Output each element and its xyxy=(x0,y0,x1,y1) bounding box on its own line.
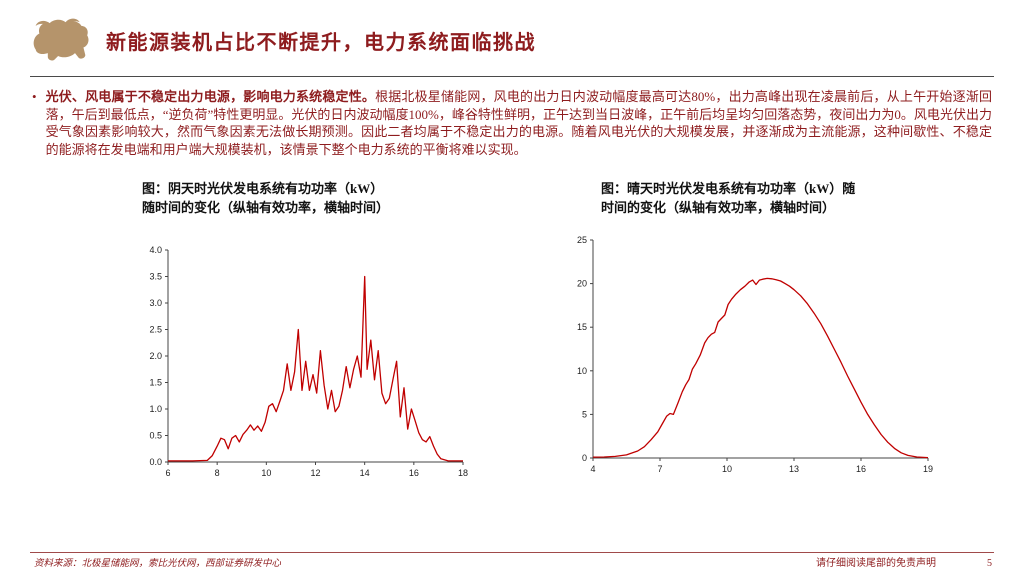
sunny-pv-chart: 0 5 10 15 20 25 4 7 10 13 16 19 xyxy=(577,235,933,474)
svg-text:4: 4 xyxy=(590,464,595,474)
svg-text:20: 20 xyxy=(577,279,587,289)
cloudy-pv-chart: 0.0 0.5 1.0 1.5 2.0 2.5 3.0 3.5 4.0 6 8 10 12 14 16 18 xyxy=(149,245,468,478)
svg-text:12: 12 xyxy=(310,468,320,478)
lead-sentence: 光伏、风电属于不稳定出力电源，影响电力系统稳定性。 xyxy=(45,89,376,104)
page-title: 新能源装机占比不断提升，电力系统面临挑战 xyxy=(106,31,536,54)
svg-text:3.5: 3.5 xyxy=(149,272,162,282)
sunny-chart-caption: 图：晴天时光伏发电系统有功功率（kW）随 时间的变化（纵轴有效功率，横轴时间） xyxy=(601,179,855,217)
disclaimer-note: 请仔细阅读尾部的免责声明 xyxy=(816,558,936,569)
svg-text:16: 16 xyxy=(409,468,419,478)
svg-text:5: 5 xyxy=(582,409,587,419)
svg-text:0: 0 xyxy=(582,453,587,463)
footer-divider xyxy=(30,552,994,553)
svg-text:16: 16 xyxy=(856,464,866,474)
body-text-block: 光伏、风电属于不稳定出力电源，影响电力系统稳定性。根据北极星储能网，风电的出力日… xyxy=(46,88,992,158)
svg-text:4.0: 4.0 xyxy=(149,245,162,255)
cloudy-chart-caption-line1: 图：阴天时光伏发电系统有功功率（kW） xyxy=(142,181,384,196)
svg-text:7: 7 xyxy=(657,464,662,474)
svg-text:18: 18 xyxy=(458,468,468,478)
sunny-pv-chart-figure: 0 5 10 15 20 25 4 7 10 13 16 19 xyxy=(553,226,938,489)
svg-text:3.0: 3.0 xyxy=(149,298,162,308)
sunny-chart-caption-line2: 时间的变化（纵轴有效功率，横轴时间） xyxy=(601,200,836,215)
svg-text:10: 10 xyxy=(722,464,732,474)
svg-text:19: 19 xyxy=(923,464,933,474)
svg-text:10: 10 xyxy=(577,366,587,376)
company-logo-bull-icon xyxy=(33,18,89,61)
header-divider xyxy=(30,76,994,77)
svg-text:1.5: 1.5 xyxy=(149,378,162,388)
svg-text:15: 15 xyxy=(577,322,587,332)
page-number: 5 xyxy=(987,558,992,569)
body-paragraph: • 光伏、风电属于不稳定出力电源，影响电力系统稳定性。根据北极星储能网，风电的出… xyxy=(32,88,992,158)
cloudy-chart-caption: 图：阴天时光伏发电系统有功功率（kW） 随时间的变化（纵轴有效功率，横轴时间） xyxy=(142,179,389,217)
svg-text:8: 8 xyxy=(215,468,220,478)
svg-text:25: 25 xyxy=(577,235,587,245)
svg-text:13: 13 xyxy=(789,464,799,474)
svg-text:10: 10 xyxy=(261,468,271,478)
source-note: 资料来源：北极星储能网，索比光伏网，西部证券研发中心 xyxy=(34,559,282,569)
bullet-marker: • xyxy=(32,89,37,104)
slide-header: 新能源装机占比不断提升，电力系统面临挑战 xyxy=(30,14,994,66)
svg-text:0.5: 0.5 xyxy=(149,431,162,441)
svg-text:14: 14 xyxy=(360,468,370,478)
svg-text:0.0: 0.0 xyxy=(149,457,162,467)
svg-text:6: 6 xyxy=(165,468,170,478)
sunny-chart-caption-line1: 图：晴天时光伏发电系统有功功率（kW）随 xyxy=(601,181,856,196)
body-text: 根据北极星储能网，风电的出力日内波动幅度最高可达80%，出力高峰出现在凌晨前后，… xyxy=(45,89,992,157)
svg-text:1.0: 1.0 xyxy=(149,404,162,414)
svg-text:2.5: 2.5 xyxy=(149,325,162,335)
cloudy-chart-caption-line2: 随时间的变化（纵轴有效功率，横轴时间） xyxy=(142,200,390,215)
svg-text:2.0: 2.0 xyxy=(149,351,162,361)
cloudy-pv-chart-figure: 0.0 0.5 1.0 1.5 2.0 2.5 3.0 3.5 4.0 6 8 10 12 14 16 18 xyxy=(128,236,473,493)
